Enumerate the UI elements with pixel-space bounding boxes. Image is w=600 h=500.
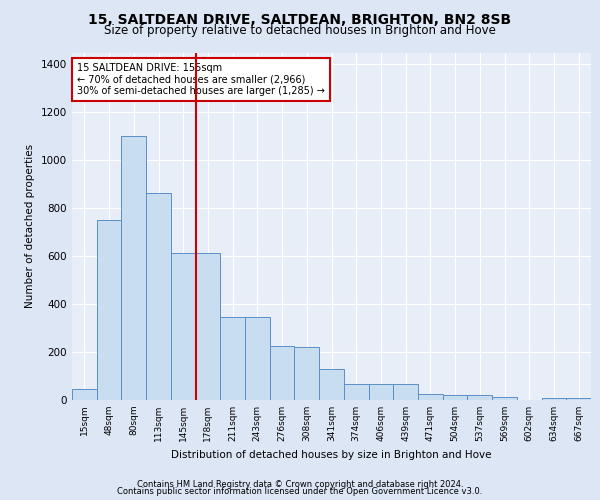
Text: 15 SALTDEAN DRIVE: 155sqm
← 70% of detached houses are smaller (2,966)
30% of se: 15 SALTDEAN DRIVE: 155sqm ← 70% of detac… [77,63,325,96]
Bar [542,398,566,400]
Bar [368,384,393,400]
Bar [492,397,517,400]
Text: 15, SALTDEAN DRIVE, SALTDEAN, BRIGHTON, BN2 8SB: 15, SALTDEAN DRIVE, SALTDEAN, BRIGHTON, … [88,12,512,26]
Bar [295,348,319,400]
Bar [270,346,295,400]
Bar [418,394,443,400]
X-axis label: Distribution of detached houses by size in Brighton and Hove: Distribution of detached houses by size … [171,450,492,460]
Bar [245,316,270,400]
Bar [171,253,196,400]
Y-axis label: Number of detached properties: Number of detached properties [25,144,35,308]
Bar [146,194,171,400]
Text: Contains public sector information licensed under the Open Government Licence v3: Contains public sector information licen… [118,488,482,496]
Bar [319,369,344,400]
Text: Size of property relative to detached houses in Brighton and Hove: Size of property relative to detached ho… [104,24,496,37]
Bar [467,395,492,400]
Bar [196,254,220,400]
Bar [393,384,418,400]
Bar [566,398,591,400]
Bar [344,384,368,400]
Bar [220,318,245,400]
Bar [97,220,121,400]
Bar [72,388,97,400]
Bar [121,136,146,400]
Bar [443,394,467,400]
Text: Contains HM Land Registry data © Crown copyright and database right 2024.: Contains HM Land Registry data © Crown c… [137,480,463,489]
